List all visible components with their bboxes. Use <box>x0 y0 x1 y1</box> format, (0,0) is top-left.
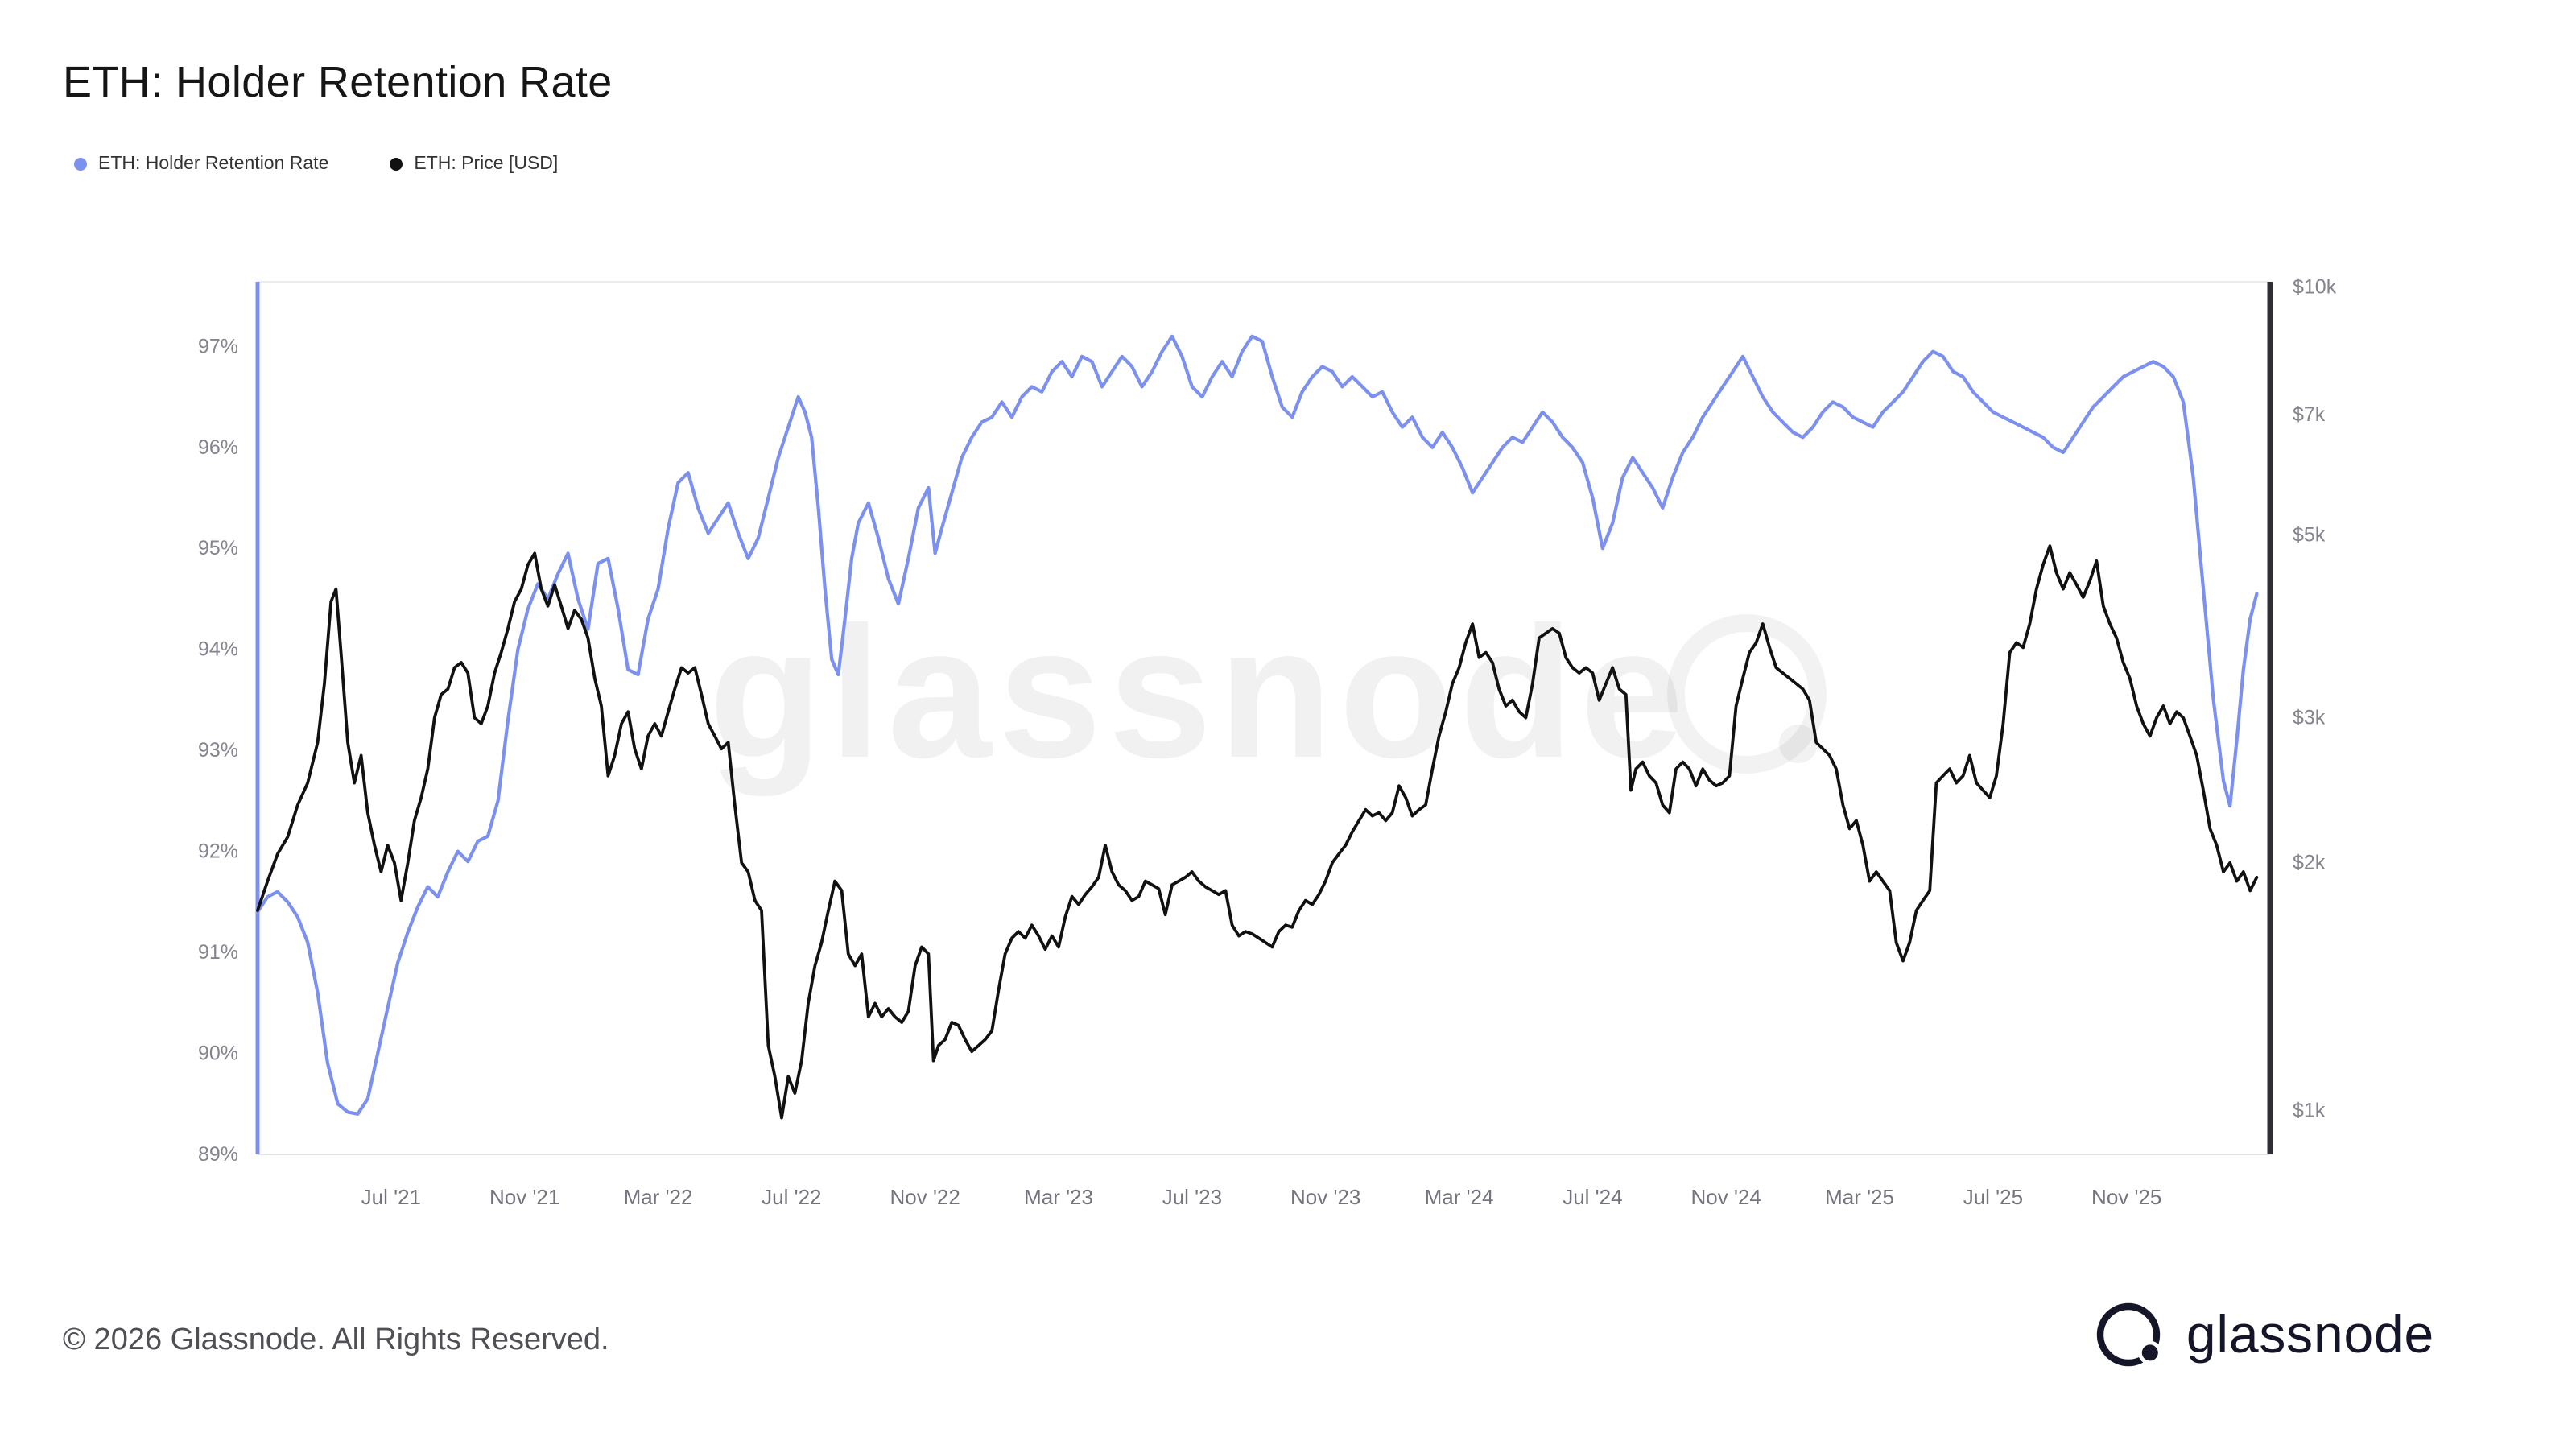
left-axis-tick-label: 97% <box>198 335 238 357</box>
x-axis-tick-label: Jul '25 <box>1963 1185 2023 1209</box>
x-axis-tick-label: Jul '24 <box>1563 1185 1622 1209</box>
legend-dot-price-icon <box>390 158 403 171</box>
x-axis-tick-label: Nov '21 <box>489 1185 559 1209</box>
series-line-price <box>256 544 2259 1120</box>
x-axis-tick-label: Mar '22 <box>624 1185 693 1209</box>
left-axis-tick-label: 94% <box>198 638 238 661</box>
legend-item-price[interactable]: ETH: Price [USD] <box>390 155 558 174</box>
x-axis-tick-label: Jul '23 <box>1162 1185 1222 1209</box>
legend-label-retention: ETH: Holder Retention Rate <box>98 155 329 174</box>
x-axis-tick-label: Jul '22 <box>762 1185 821 1209</box>
x-axis-tick-label: Nov '25 <box>2091 1185 2161 1209</box>
watermark-text: glassnode <box>708 588 1690 797</box>
watermark-node-icon <box>1779 724 1818 763</box>
x-axis-tick-label: Mar '23 <box>1024 1185 1093 1209</box>
glassnode-logo: glassnode <box>2091 1298 2434 1372</box>
page-title: ETH: Holder Retention Rate <box>63 58 613 106</box>
left-axis-tick-label: 96% <box>198 436 238 459</box>
chart-legend: ETH: Holder Retention Rate ETH: Price [U… <box>74 155 558 174</box>
x-axis-tick-label: Nov '22 <box>890 1185 960 1209</box>
x-axis-tick-label: Nov '23 <box>1290 1185 1360 1209</box>
legend-item-retention[interactable]: ETH: Holder Retention Rate <box>74 155 328 174</box>
legend-label-price: ETH: Price [USD] <box>414 155 559 174</box>
left-axis-tick-label: 89% <box>198 1143 238 1166</box>
right-axis-tick-label: $3k <box>2293 707 2326 729</box>
right-axis-tick-label: $2k <box>2293 852 2326 874</box>
glassnode-logo-icon <box>2096 1302 2162 1367</box>
left-axis-tick-label: 95% <box>198 537 238 559</box>
left-axis-tick-label: 91% <box>198 941 238 964</box>
right-axis-tick-label: $1k <box>2293 1100 2326 1122</box>
right-axis-tick-label: $5k <box>2293 524 2326 547</box>
left-axis-tick-label: 93% <box>198 739 238 762</box>
left-axis-tick-label: 90% <box>198 1042 238 1065</box>
right-axis-tick-label: $10k <box>2293 276 2337 299</box>
left-axis-tick-label: 92% <box>198 840 238 863</box>
right-axis-tick-label: $7k <box>2293 403 2326 426</box>
glassnode-logo-text: glassnode <box>2186 1304 2434 1364</box>
copyright-text: © 2026 Glassnode. All Rights Reserved. <box>63 1323 609 1357</box>
x-axis-tick-label: Jul '21 <box>361 1185 421 1209</box>
series-line-retention <box>255 334 2259 1116</box>
x-axis-tick-label: Mar '24 <box>1425 1185 1494 1209</box>
watermark-ring-icon <box>1667 614 1827 774</box>
x-axis-tick-label: Nov '24 <box>1691 1185 1761 1209</box>
x-axis-tick-label: Mar '25 <box>1825 1185 1894 1209</box>
legend-dot-retention-icon <box>74 158 87 171</box>
